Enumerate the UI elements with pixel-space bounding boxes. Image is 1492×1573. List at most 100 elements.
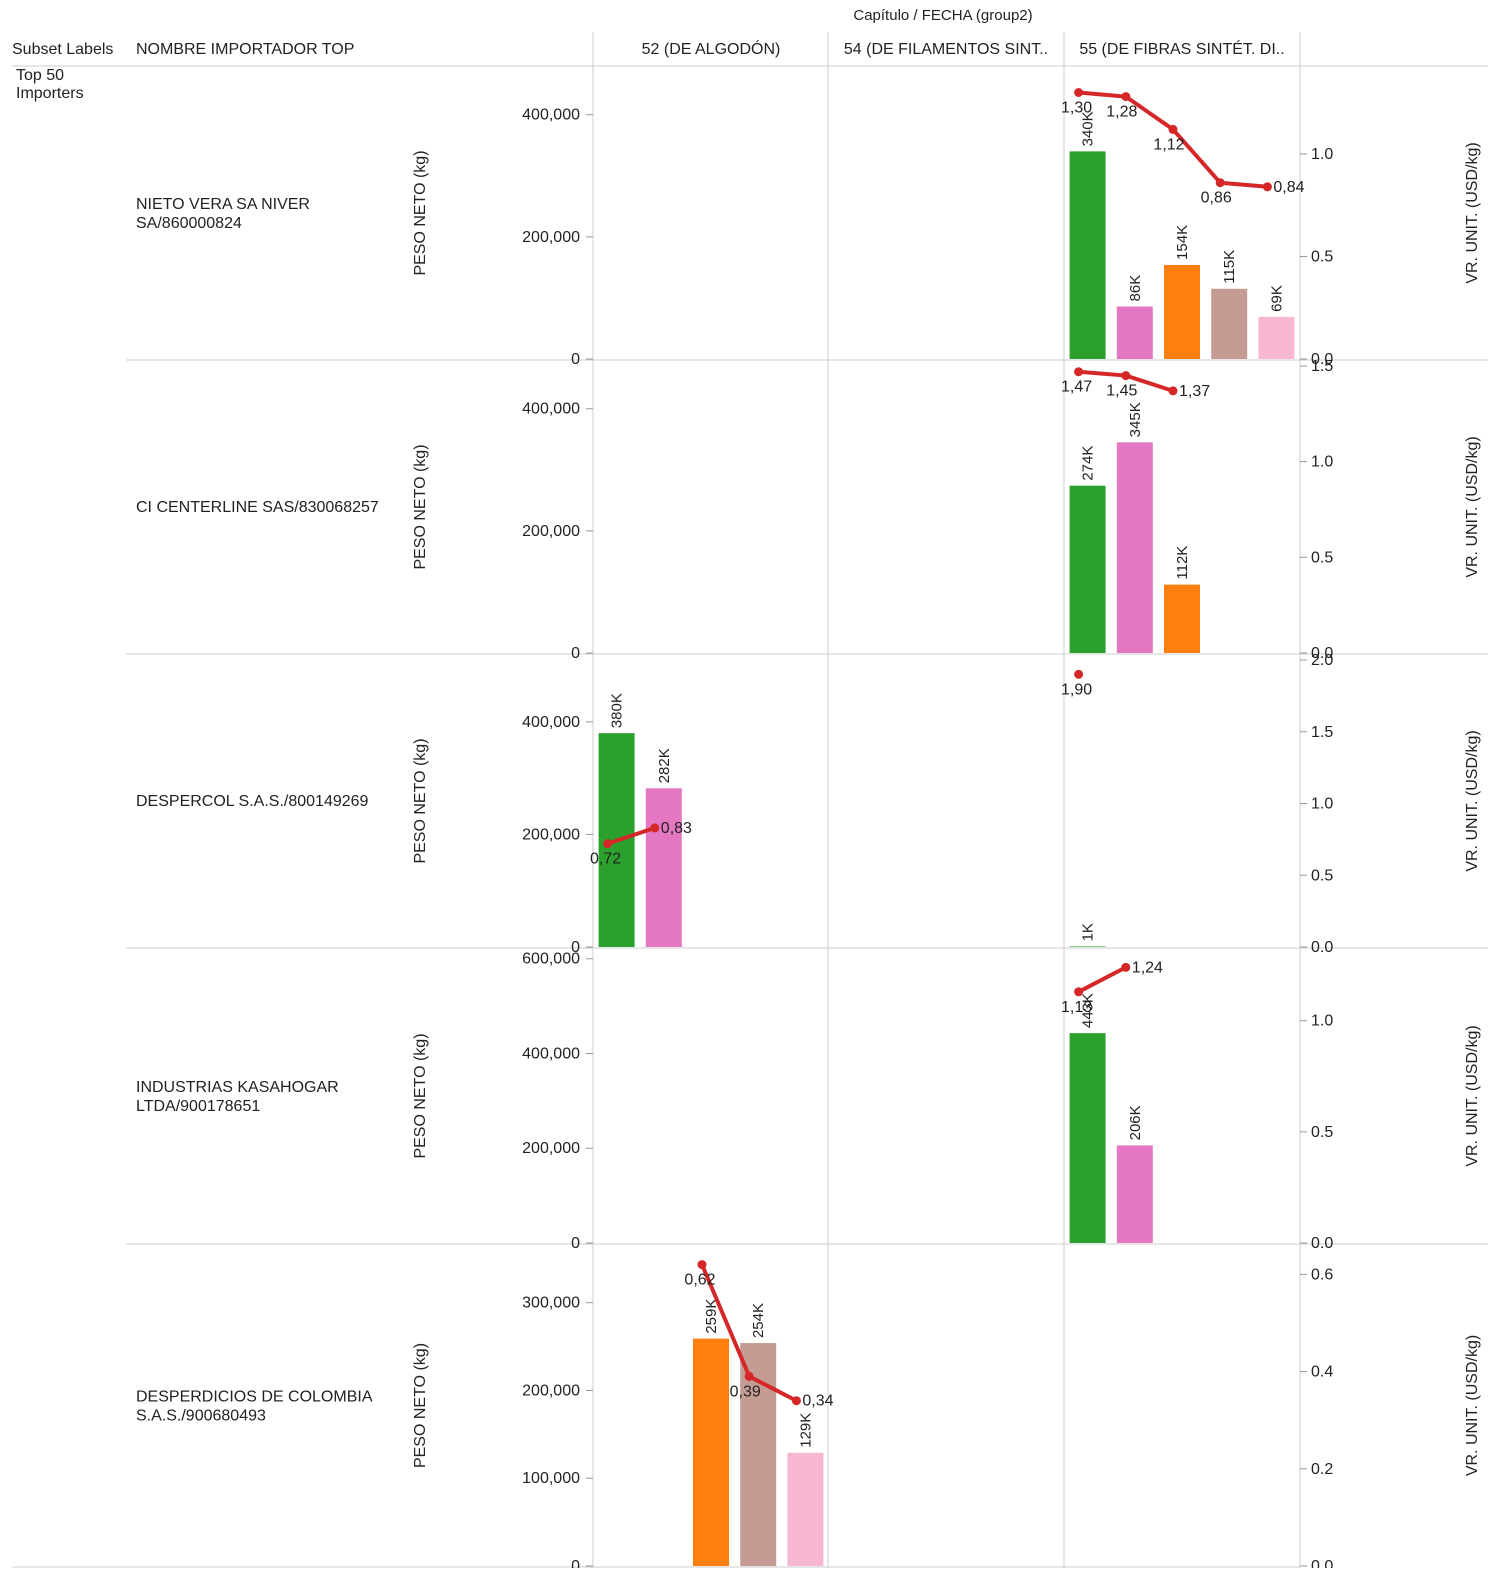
bar — [645, 788, 682, 947]
unit-value-line — [1077, 965, 1127, 994]
right-tick-label: 0.0 — [1311, 645, 1333, 662]
unit-value-point — [1215, 178, 1225, 188]
bar — [1116, 306, 1153, 359]
right-axis-title: VR. UNIT. (USD/kg) — [1464, 142, 1481, 283]
chapter-header: 55 (DE FIBRAS SINTÉT. DI.. — [1079, 39, 1284, 58]
unit-value-point — [1074, 987, 1084, 997]
left-tick-label: 100,000 — [522, 1470, 580, 1487]
left-tick-label: 200,000 — [522, 229, 580, 246]
bar — [1069, 485, 1106, 653]
importer-name: DESPERDICIOS DE COLOMBIA — [136, 1389, 373, 1406]
unit-value-point — [1168, 386, 1178, 396]
unit-value-line — [606, 825, 656, 846]
unit-value-point — [1121, 962, 1131, 972]
right-tick-label: 0.6 — [1311, 1266, 1333, 1283]
right-tick-label: 0.0 — [1311, 939, 1333, 956]
right-tick-label: 1.0 — [1311, 146, 1333, 163]
bar — [1116, 442, 1153, 653]
left-axis-title: PESO NETO (kg) — [412, 444, 429, 569]
left-tick-label: 600,000 — [522, 951, 580, 968]
bar-value-label: 443K — [1080, 993, 1097, 1028]
right-tick-label: 0.5 — [1311, 549, 1333, 566]
bar — [693, 1338, 729, 1566]
unit-value-point — [650, 823, 660, 833]
unit-value-label: 0,39 — [730, 1383, 761, 1400]
unit-value-point — [1168, 124, 1178, 134]
bar-value-label: 154K — [1174, 225, 1191, 260]
unit-value-point — [697, 1260, 707, 1270]
right-axis-title: VR. UNIT. (USD/kg) — [1464, 1335, 1481, 1476]
right-tick-label: 1.0 — [1311, 796, 1333, 813]
unit-value-point — [1074, 88, 1084, 97]
left-tick-label: 200,000 — [522, 523, 580, 540]
right-tick-label: 0.4 — [1311, 1364, 1333, 1381]
unit-value-point — [1074, 367, 1084, 377]
left-tick-label: 0 — [571, 645, 580, 662]
subset-label: Top 50 — [16, 67, 64, 84]
right-axis-title: VR. UNIT. (USD/kg) — [1464, 436, 1481, 577]
unit-value-point — [744, 1371, 754, 1381]
bar — [1069, 1033, 1106, 1243]
importer-name: DESPERCOL S.A.S./800149269 — [136, 793, 369, 810]
bar — [1211, 288, 1248, 359]
unit-value-label: 1,12 — [1153, 136, 1184, 153]
unit-value-label: 1,45 — [1106, 383, 1137, 400]
bar — [1164, 264, 1200, 359]
bar-value-label: 274K — [1080, 446, 1097, 481]
right-axis-title: VR. UNIT. (USD/kg) — [1464, 1025, 1481, 1166]
unit-value-label: 1,28 — [1106, 104, 1137, 121]
bar-value-label: 129K — [797, 1413, 814, 1448]
right-tick-label: 0.5 — [1311, 867, 1333, 884]
left-tick-label: 0 — [571, 939, 580, 956]
unit-value-point — [791, 1396, 801, 1406]
importer-name: INDUSTRIAS KASAHOGAR — [136, 1079, 339, 1096]
unit-value-label: 0,84 — [1273, 179, 1304, 196]
subset-label: Importers — [16, 85, 84, 102]
unit-value-point — [603, 839, 613, 849]
unit-value-label: 0,62 — [684, 1272, 715, 1289]
chapter-header: 52 (DE ALGODÓN) — [642, 39, 781, 58]
unit-value-label: 0,72 — [590, 851, 621, 868]
bar — [1069, 151, 1106, 359]
bar-value-label: 112K — [1174, 546, 1191, 580]
unit-value-point — [1262, 182, 1272, 192]
bar-value-label: 1K — [1080, 923, 1097, 941]
importer-name: S.A.S./900680493 — [136, 1408, 266, 1425]
unit-value-label: 1,13 — [1061, 999, 1092, 1016]
left-axis-title: PESO NETO (kg) — [412, 150, 429, 275]
right-tick-label: 0.2 — [1311, 1461, 1333, 1478]
left-tick-label: 200,000 — [522, 826, 580, 843]
subset-labels-header: Subset Labels — [12, 41, 113, 58]
bar-value-label: 282K — [656, 748, 673, 783]
left-tick-label: 0 — [571, 351, 580, 368]
bar-value-label: 254K — [750, 1303, 767, 1338]
right-tick-label: 1.5 — [1311, 724, 1333, 741]
importer-header: NOMBRE IMPORTADOR TOP — [136, 41, 354, 58]
left-tick-label: 400,000 — [522, 107, 580, 124]
unit-value-label: 1,37 — [1179, 383, 1210, 400]
left-axis-title: PESO NETO (kg) — [412, 1343, 429, 1468]
left-axis-title: PESO NETO (kg) — [412, 1033, 429, 1158]
right-tick-label: 0.0 — [1311, 1558, 1333, 1568]
bar — [1069, 946, 1106, 947]
left-tick-label: 400,000 — [522, 1045, 580, 1062]
left-tick-label: 0 — [571, 1558, 580, 1568]
right-tick-label: 1.0 — [1311, 1013, 1333, 1030]
left-tick-label: 400,000 — [522, 714, 580, 731]
left-axis-title: PESO NETO (kg) — [412, 738, 429, 863]
left-tick-label: 300,000 — [522, 1295, 580, 1312]
bar — [1258, 316, 1295, 359]
left-tick-label: 0 — [571, 1235, 580, 1252]
right-tick-label: 0.0 — [1311, 351, 1333, 368]
right-tick-label: 0.5 — [1311, 1124, 1333, 1141]
unit-value-label: 1,90 — [1061, 681, 1092, 698]
importer-name: CI CENTERLINE SAS/830068257 — [136, 499, 379, 516]
unit-value-label: 1,30 — [1061, 100, 1092, 117]
importer-name: SA/860000824 — [136, 215, 242, 232]
bar-value-label: 259K — [703, 1299, 720, 1334]
bar-value-label: 380K — [609, 693, 626, 728]
bar-value-label: 86K — [1127, 275, 1144, 302]
unit-value-point — [1121, 92, 1131, 102]
unit-value-label: 0,86 — [1201, 190, 1232, 207]
